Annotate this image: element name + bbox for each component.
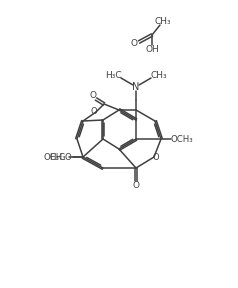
Text: O: O (133, 181, 139, 190)
Text: O: O (130, 39, 138, 48)
Text: CH₃: CH₃ (155, 18, 171, 26)
Text: N: N (132, 82, 140, 92)
Text: CH₃: CH₃ (151, 71, 167, 79)
Text: OCH₃: OCH₃ (171, 134, 193, 143)
Text: OH: OH (145, 45, 159, 54)
Text: H₃CO: H₃CO (50, 153, 72, 162)
Text: H₃C: H₃C (105, 71, 121, 79)
Text: O: O (89, 92, 96, 101)
Text: O: O (91, 107, 97, 115)
Text: O: O (153, 154, 159, 162)
Text: OCH₃: OCH₃ (44, 153, 66, 162)
